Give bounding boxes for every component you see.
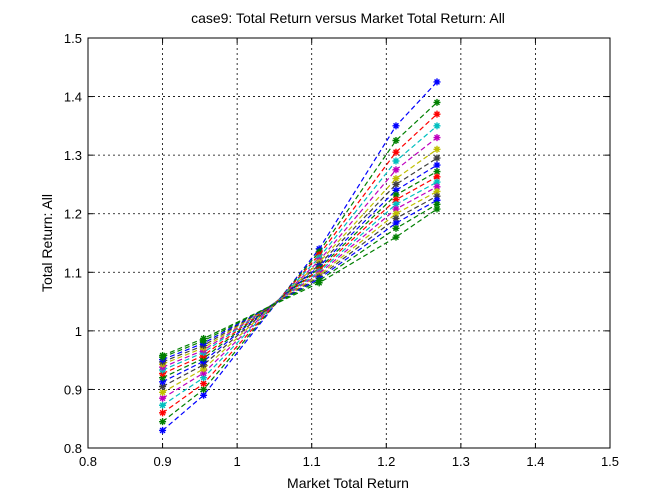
series-line	[162, 203, 438, 358]
data-point-marker	[159, 426, 167, 434]
data-point-marker	[433, 110, 441, 118]
y-tick-label: 1.5	[64, 31, 82, 46]
series-line	[162, 101, 438, 423]
data-point-marker	[159, 370, 167, 378]
series-line	[162, 186, 438, 368]
data-point-marker	[392, 191, 400, 199]
data-point-marker	[392, 219, 400, 227]
data-point-marker	[392, 200, 400, 208]
data-point-marker	[433, 161, 441, 169]
data-point-marker	[433, 178, 441, 186]
x-tick-label: 1.5	[601, 454, 619, 469]
data-point-marker	[392, 157, 400, 165]
data-point-marker	[392, 186, 400, 194]
y-tick-label: 1.4	[64, 90, 82, 105]
data-point-marker	[433, 145, 441, 153]
data-point-marker	[392, 205, 400, 213]
data-point-marker	[200, 365, 208, 373]
data-point-marker	[433, 192, 441, 200]
data-point-marker	[433, 154, 441, 162]
y-tick-label: 1	[75, 324, 82, 339]
data-point-marker	[315, 279, 323, 287]
data-point-marker	[159, 351, 167, 359]
x-tick-label: 1	[234, 454, 241, 469]
data-point-marker	[200, 369, 208, 377]
data-point-marker	[392, 175, 400, 183]
data-point-marker	[159, 383, 167, 390]
series-17	[159, 205, 441, 359]
data-point-marker	[159, 374, 167, 382]
data-point-marker	[392, 166, 400, 174]
x-tick-label: 0.9	[154, 454, 172, 469]
data-point-marker	[392, 196, 400, 204]
data-point-marker	[433, 134, 441, 142]
y-tick-label: 1.3	[64, 148, 82, 163]
data-point-marker	[392, 233, 400, 241]
series-line	[162, 170, 438, 379]
data-point-marker	[200, 334, 208, 342]
x-tick-label: 0.8	[79, 454, 97, 469]
data-point-marker	[433, 205, 441, 213]
y-tick-label: 0.9	[64, 382, 82, 397]
data-point-marker	[392, 122, 400, 130]
data-point-marker	[392, 180, 400, 188]
data-point-marker	[433, 200, 441, 208]
data-point-marker	[159, 388, 167, 396]
data-point-marker	[433, 122, 441, 130]
y-axis-title: Total Return: All	[39, 194, 55, 292]
data-point-marker	[433, 187, 441, 195]
x-tick-label: 1.4	[526, 454, 544, 469]
data-point-marker	[392, 214, 400, 222]
data-point-marker	[159, 394, 167, 402]
y-tick-label: 1.2	[64, 207, 82, 222]
plot-frame	[87, 37, 611, 449]
data-point-marker	[433, 168, 441, 176]
axis-ticks: 0.8 0.9 1 1.1 1.2 1.3 1.4 1.5 0.8 0.9 1 1.1 1.2 1.3 1.…	[64, 31, 619, 469]
data-point-marker	[433, 173, 441, 181]
data-point-marker	[392, 210, 400, 218]
data-point-marker	[200, 374, 208, 382]
y-tick-label: 0.8	[64, 441, 82, 456]
data-point-marker	[159, 378, 167, 386]
x-tick-label: 1.3	[452, 454, 470, 469]
series-line	[162, 113, 438, 414]
series-3	[159, 110, 441, 417]
data-point-marker	[200, 380, 208, 388]
x-axis-title: Market Total Return	[287, 475, 409, 491]
data-point-marker	[433, 98, 441, 106]
x-tick-label: 1.2	[377, 454, 395, 469]
y-tick-label: 1.1	[64, 265, 82, 280]
data-point-marker	[392, 137, 400, 144]
chart-title: case9: Total Return versus Market Total …	[191, 10, 505, 26]
data-point-marker	[159, 401, 167, 409]
series-1	[159, 78, 441, 434]
data-point-marker	[200, 391, 208, 399]
series-layer	[159, 78, 441, 434]
data-point-marker	[159, 418, 167, 426]
data-point-marker	[159, 409, 167, 417]
x-tick-label: 1.1	[303, 454, 321, 469]
data-point-marker	[392, 224, 400, 232]
data-point-marker	[392, 148, 400, 156]
data-point-marker	[200, 361, 208, 369]
data-point-marker	[200, 385, 208, 393]
data-point-marker	[433, 196, 441, 204]
data-point-marker	[433, 78, 441, 86]
data-point-marker	[433, 183, 441, 191]
